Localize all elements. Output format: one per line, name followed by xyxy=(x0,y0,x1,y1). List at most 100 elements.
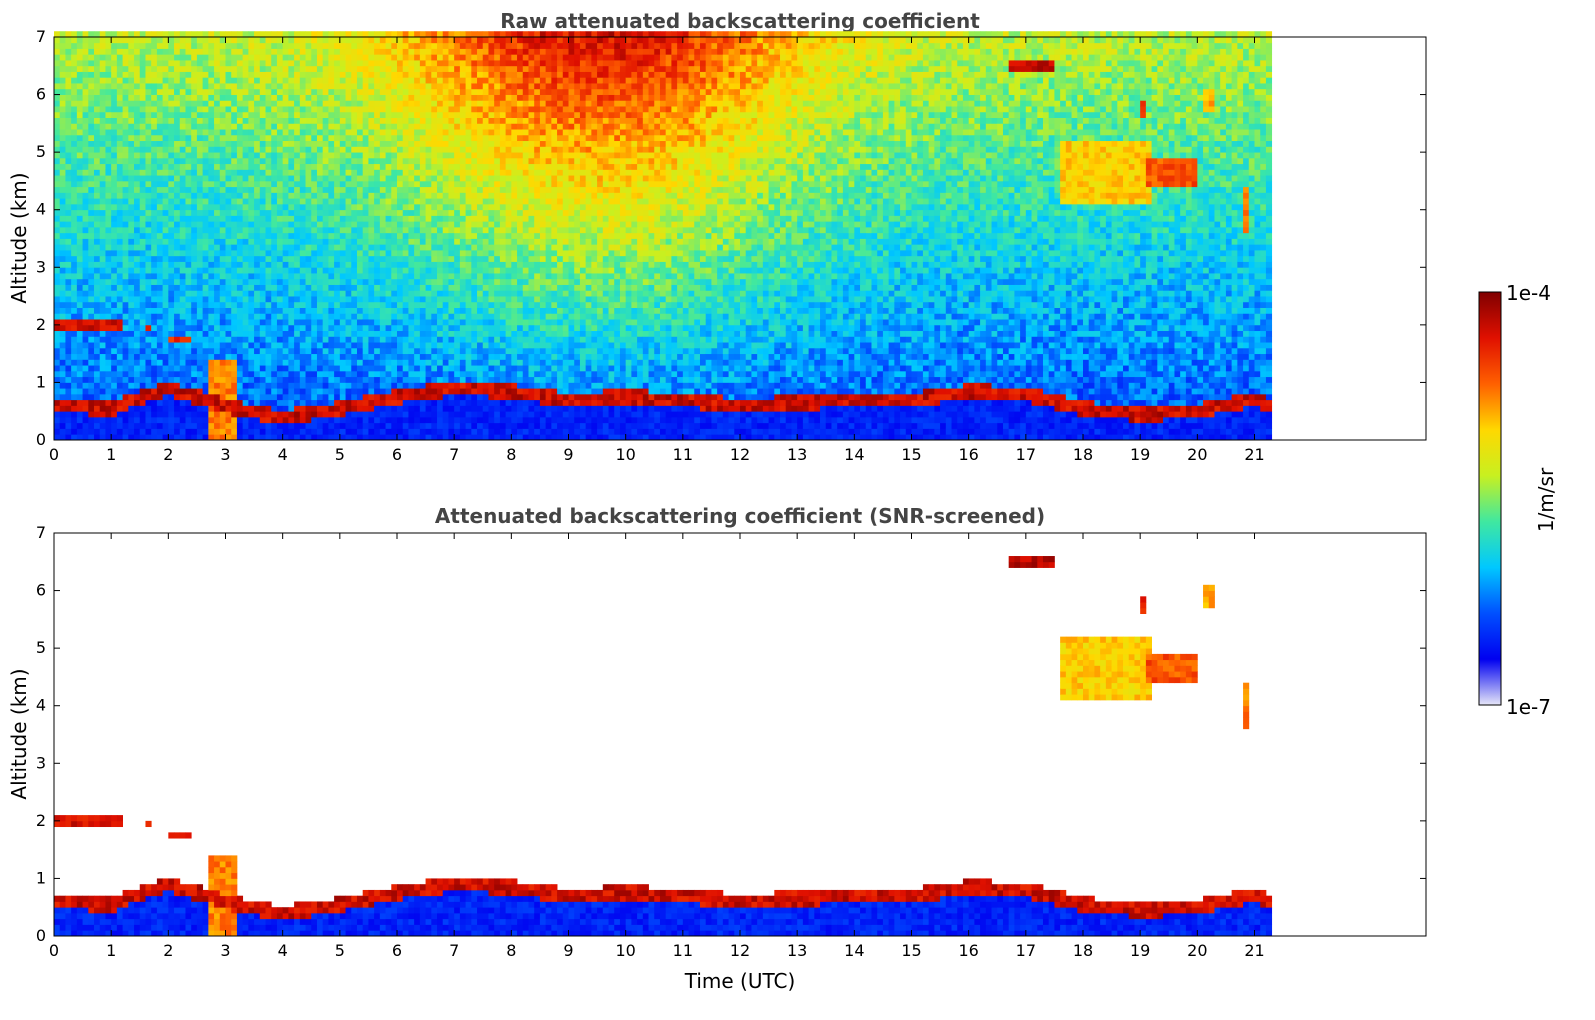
heatmap-cell xyxy=(174,313,181,320)
heatmap-cell xyxy=(145,31,152,38)
heatmap-cell xyxy=(139,405,146,412)
heatmap-cell xyxy=(236,365,244,372)
heatmap-cell xyxy=(322,215,329,222)
heatmap-cell xyxy=(162,192,169,199)
heatmap-cell xyxy=(271,54,278,61)
heatmap-cell xyxy=(339,244,346,251)
heatmap-cell xyxy=(94,169,101,176)
heatmap-cell xyxy=(391,100,398,107)
heatmap-cell xyxy=(414,273,421,280)
heatmap-cell xyxy=(208,111,215,118)
heatmap-cell xyxy=(162,134,169,142)
heatmap-cell xyxy=(208,134,215,142)
heatmap-cell xyxy=(236,60,244,67)
heatmap-cell xyxy=(168,267,175,274)
heatmap-cell xyxy=(128,319,135,326)
heatmap-cell xyxy=(414,290,421,297)
heatmap-cell xyxy=(397,273,404,280)
heatmap-cell xyxy=(231,31,238,38)
heatmap-cell xyxy=(122,163,129,170)
heatmap-cell xyxy=(276,290,284,297)
heatmap-cell xyxy=(122,42,129,49)
heatmap-cell xyxy=(116,399,123,406)
heatmap-cell xyxy=(334,111,341,118)
heatmap-cell xyxy=(351,370,358,378)
heatmap-cell xyxy=(282,192,289,199)
heatmap-cell xyxy=(282,336,289,343)
heatmap-cell xyxy=(322,411,329,418)
heatmap-cell xyxy=(248,342,255,349)
heatmap-cell xyxy=(402,313,409,320)
heatmap-cell xyxy=(265,244,272,251)
heatmap-cell xyxy=(116,60,123,67)
heatmap-cell xyxy=(134,278,141,285)
heatmap-cell xyxy=(231,192,238,199)
heatmap-cell xyxy=(242,77,249,84)
heatmap-cell xyxy=(145,342,152,349)
heatmap-cell xyxy=(116,157,123,165)
heatmap-cell xyxy=(391,157,398,165)
heatmap-cell xyxy=(402,342,409,349)
heatmap-cell xyxy=(236,244,244,251)
heatmap-cell xyxy=(82,71,89,78)
heatmap-cell xyxy=(162,290,169,297)
heatmap-cell xyxy=(339,111,346,118)
heatmap-cell xyxy=(214,359,221,366)
heatmap-cell xyxy=(174,140,181,147)
heatmap-cell xyxy=(71,192,78,199)
heatmap-cell xyxy=(322,399,329,406)
heatmap-cell xyxy=(282,307,289,314)
heatmap-cell xyxy=(225,284,232,291)
heatmap-cell xyxy=(82,88,89,95)
heatmap-cell xyxy=(339,198,346,205)
heatmap-cell xyxy=(448,111,455,118)
heatmap-cell xyxy=(271,376,278,383)
heatmap-cell xyxy=(379,140,386,147)
heatmap-cell xyxy=(111,163,118,170)
heatmap-cell xyxy=(71,31,78,38)
heatmap-cell xyxy=(231,163,238,170)
heatmap-cell xyxy=(265,203,272,211)
heatmap-cell xyxy=(402,301,409,308)
heatmap-cell xyxy=(208,157,215,165)
heatmap-cell xyxy=(299,175,306,182)
heatmap-cell xyxy=(402,261,409,268)
heatmap-cell xyxy=(271,157,278,165)
heatmap-cell xyxy=(254,273,261,280)
heatmap-cell xyxy=(82,307,89,314)
heatmap-cell xyxy=(408,129,415,136)
heatmap-cell xyxy=(385,405,392,412)
heatmap-cell xyxy=(111,83,118,90)
heatmap-cell xyxy=(208,83,215,90)
heatmap-cell xyxy=(374,140,381,147)
heatmap-cell xyxy=(76,370,83,378)
heatmap-cell xyxy=(145,169,152,176)
heatmap-cell xyxy=(248,255,255,262)
heatmap-cell xyxy=(156,77,164,84)
heatmap-cell xyxy=(385,393,392,401)
heatmap-cell xyxy=(397,255,404,262)
heatmap-cell xyxy=(202,434,209,441)
heatmap-cell xyxy=(214,221,221,228)
heatmap-cell xyxy=(145,48,152,55)
heatmap-cell xyxy=(54,313,61,320)
heatmap-cell xyxy=(128,198,135,205)
heatmap-cell xyxy=(299,416,306,424)
heatmap-cell xyxy=(374,65,381,72)
heatmap-cell xyxy=(414,226,421,234)
heatmap-cell xyxy=(122,232,129,239)
heatmap-cell xyxy=(242,416,249,424)
heatmap-cell xyxy=(311,100,318,107)
heatmap-cell xyxy=(265,359,272,366)
heatmap-cell xyxy=(122,226,129,234)
heatmap-cell xyxy=(134,54,141,61)
heatmap-cell xyxy=(208,382,215,389)
heatmap-cell xyxy=(374,290,381,297)
heatmap-cell xyxy=(351,186,358,193)
heatmap-cell xyxy=(196,388,204,395)
heatmap-cell xyxy=(282,376,289,383)
heatmap-cell xyxy=(385,370,392,378)
heatmap-cell xyxy=(151,296,158,303)
heatmap-cell xyxy=(185,388,192,395)
heatmap-cell xyxy=(128,261,135,268)
